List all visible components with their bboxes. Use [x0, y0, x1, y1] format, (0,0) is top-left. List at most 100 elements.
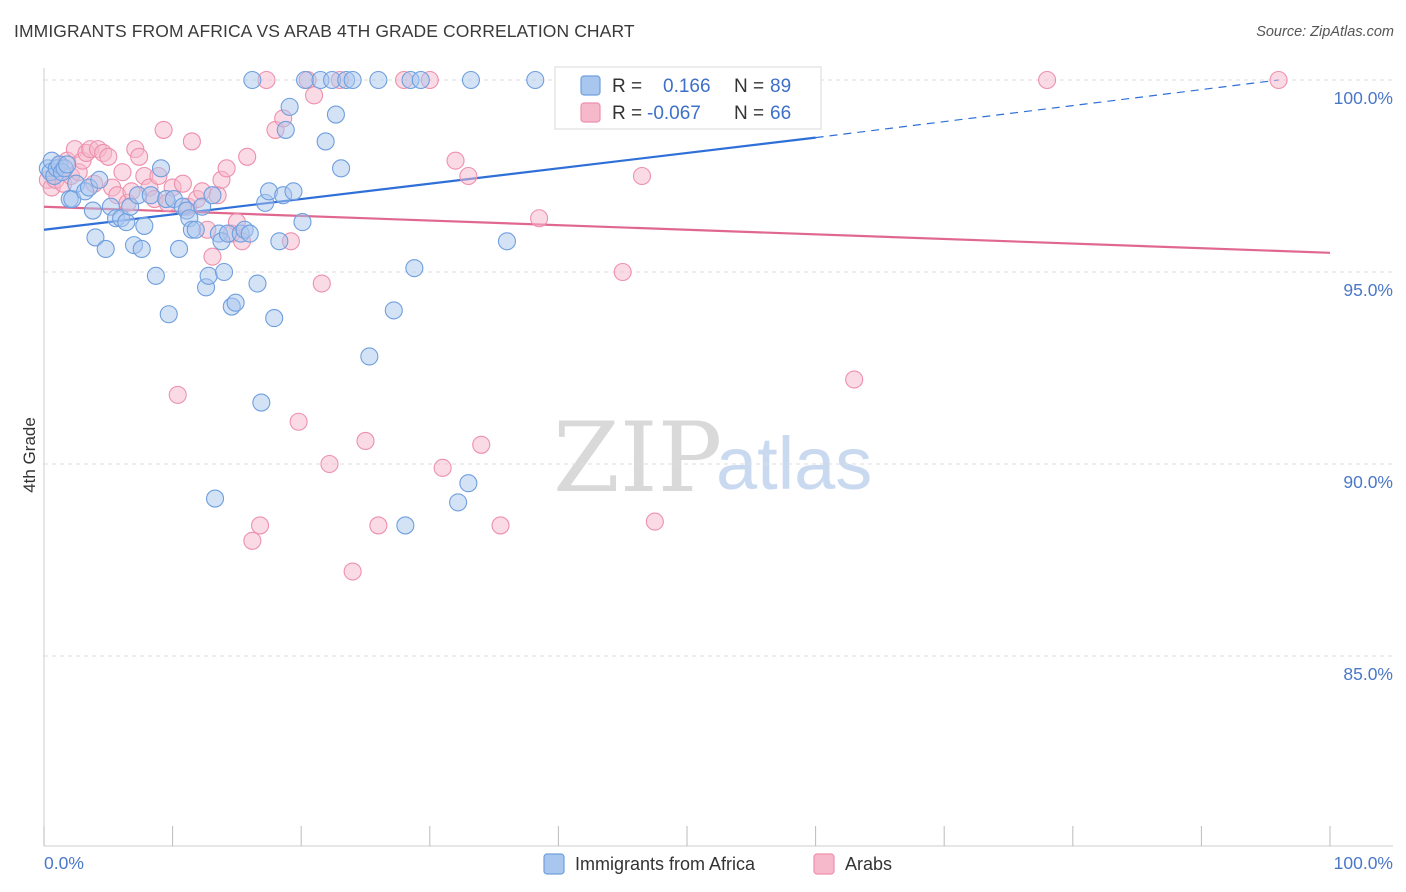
point-arabs-67: [530, 209, 549, 228]
point-africa-16: [90, 170, 109, 189]
point-africa-42: [203, 186, 222, 205]
bottom-legend-swatch-africa: [543, 853, 565, 875]
point-africa-53: [243, 70, 262, 90]
legend-n-label-arabs: N =: [734, 103, 764, 124]
point-africa-14: [83, 201, 102, 220]
watermark-atlas: atlas: [716, 422, 872, 505]
y-tick-label-2: 95.0%: [1343, 280, 1393, 300]
point-africa-49: [226, 293, 245, 312]
y-tick-labels: 85.0% 90.0% 95.0% 100.0%: [1334, 88, 1393, 684]
point-africa-31: [159, 305, 178, 324]
watermark-zip: ZIP: [553, 402, 722, 514]
point-africa-61: [276, 120, 295, 139]
legend-r-value-arabs: -0.067: [647, 103, 701, 124]
point-africa-67: [316, 132, 335, 151]
legend-r-label-arabs: R =: [612, 103, 642, 124]
point-arabs-68: [613, 262, 632, 282]
legend-r-label-africa: R =: [612, 76, 642, 97]
point-africa-73: [360, 347, 379, 366]
bottom-legend-label-africa: Immigrants from Africa: [575, 854, 756, 874]
point-africa-75: [384, 301, 403, 320]
legend-n-value-africa: 89: [770, 76, 791, 97]
legend-n-value-arabs: 66: [770, 103, 791, 124]
point-arabs-18: [113, 163, 132, 182]
point-africa-55: [252, 393, 271, 412]
data-points: [38, 70, 1288, 581]
point-arabs-31: [173, 174, 192, 193]
point-africa-74: [369, 70, 388, 90]
point-africa-52: [240, 224, 259, 243]
x-tick-labels: 0.0% 100.0%: [44, 853, 1393, 873]
point-africa-25: [132, 239, 151, 259]
point-africa-79: [411, 70, 430, 90]
point-africa-76: [396, 516, 415, 535]
trend-line-africa: [43, 136, 816, 231]
point-arabs-63: [446, 151, 465, 170]
point-africa-72: [343, 70, 362, 90]
point-arabs-15: [99, 147, 118, 166]
point-arabs-74: [1038, 70, 1057, 90]
point-arabs-22: [130, 147, 149, 166]
point-africa-64: [293, 213, 312, 232]
point-arabs-27: [154, 120, 173, 139]
y-tick-label-0: 85.0%: [1343, 664, 1393, 684]
point-africa-41: [199, 266, 218, 285]
point-arabs-75: [1269, 70, 1288, 90]
point-africa-63: [284, 182, 303, 201]
point-africa-39: [193, 197, 212, 216]
point-africa-21: [117, 213, 136, 232]
source-credit: Source: ZipAtlas.com: [1256, 24, 1394, 40]
x-tick-label-0: 0.0%: [44, 853, 84, 873]
point-africa-65: [296, 70, 315, 90]
trend-line-arabs: [43, 205, 1331, 254]
point-africa-70: [332, 159, 351, 178]
point-africa-62: [280, 97, 299, 116]
axes: [43, 68, 1393, 847]
point-arabs-53: [305, 86, 324, 105]
point-africa-83: [497, 232, 517, 251]
point-arabs-65: [472, 435, 491, 454]
point-africa-80: [449, 493, 468, 512]
y-axis-label: 4th Grade: [20, 417, 39, 493]
point-africa-27: [141, 186, 160, 205]
y-tick-label-1: 90.0%: [1343, 472, 1393, 492]
y-tick-label-3: 100.0%: [1334, 88, 1393, 108]
trend-line-africa-extension: [815, 79, 1279, 139]
point-africa-69: [326, 105, 345, 124]
legend-n-label-africa: N =: [734, 76, 764, 97]
point-africa-58: [265, 309, 284, 328]
point-africa-84: [526, 70, 545, 90]
point-africa-29: [151, 159, 171, 178]
point-arabs-64: [459, 166, 478, 186]
point-africa-28: [146, 266, 165, 285]
point-arabs-70: [645, 512, 664, 531]
point-africa-15: [86, 228, 105, 247]
correlation-legend: R = 0.166 N = 89 R = -0.067 N = 66: [554, 66, 822, 130]
point-arabs-57: [343, 562, 362, 581]
point-arabs-51: [289, 412, 308, 431]
point-arabs-73: [845, 370, 864, 389]
point-arabs-54: [312, 274, 331, 293]
point-africa-54: [248, 274, 267, 293]
point-africa-17: [96, 239, 115, 259]
legend-swatch-africa: [580, 75, 601, 96]
point-arabs-46: [250, 516, 270, 535]
point-africa-43: [205, 489, 225, 508]
point-africa-33: [169, 239, 189, 259]
point-arabs-66: [491, 516, 510, 535]
point-africa-38: [186, 220, 205, 239]
bottom-legend-label-arabs: Arabs: [845, 854, 892, 874]
x-tick-label-1: 100.0%: [1334, 853, 1393, 873]
trend-lines: [43, 79, 1331, 254]
legend-swatch-arabs: [580, 102, 601, 123]
point-arabs-58: [356, 431, 375, 451]
point-arabs-45: [243, 531, 262, 550]
point-arabs-69: [632, 166, 652, 186]
point-arabs-62: [433, 458, 452, 477]
chart-title: IMMIGRANTS FROM AFRICA VS ARAB 4TH GRADE…: [14, 21, 635, 41]
point-arabs-30: [168, 385, 187, 404]
point-africa-81: [459, 474, 478, 493]
bottom-legend-swatch-arabs: [813, 853, 835, 875]
point-arabs-33: [182, 132, 201, 151]
